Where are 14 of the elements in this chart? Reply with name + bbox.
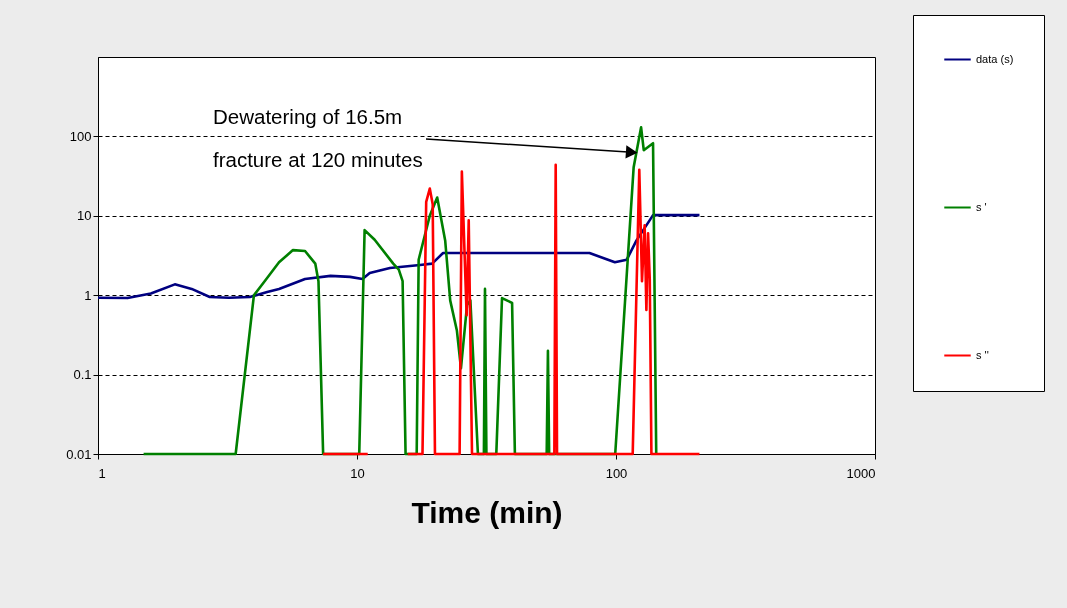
- y-tick-label: 100: [69, 128, 92, 144]
- x-tick-label: 1000: [846, 465, 876, 481]
- y-tick-label: 10: [77, 208, 92, 224]
- legend-label: data (s): [976, 52, 1014, 65]
- x-axis-title: Time (min): [411, 495, 563, 529]
- y-tick-label: 0.01: [66, 446, 92, 462]
- x-tick-label: 100: [605, 465, 628, 481]
- annotation: Dewatering of 16.5m fracture at 120 minutes: [213, 105, 423, 171]
- x-tick-label: 10: [350, 465, 365, 481]
- y-tick-label: 1: [84, 287, 92, 303]
- legend-label: s '': [976, 348, 989, 361]
- legend-label: s ': [976, 200, 987, 213]
- y-tick-label: 0.1: [73, 367, 92, 383]
- x-tick-label: 1: [98, 465, 106, 481]
